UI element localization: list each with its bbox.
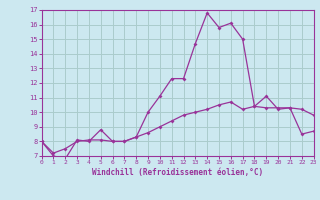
X-axis label: Windchill (Refroidissement éolien,°C): Windchill (Refroidissement éolien,°C) <box>92 168 263 177</box>
